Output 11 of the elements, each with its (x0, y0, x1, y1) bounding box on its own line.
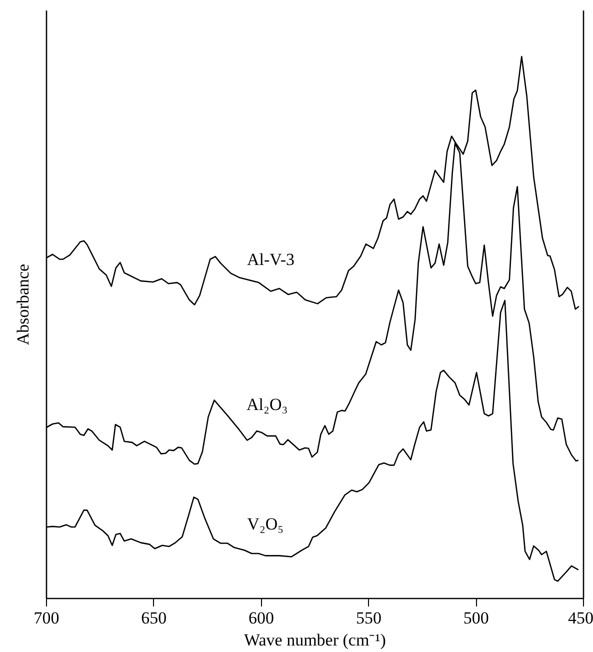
x-tick-label: 600 (248, 608, 274, 628)
y-axis-title: Absorbance (14, 264, 32, 346)
series-label: V₂O₅ (247, 514, 284, 534)
x-tick-label: 650 (141, 608, 167, 628)
x-tick-label: 700 (34, 608, 60, 628)
x-tick-label: 550 (356, 608, 382, 628)
series-label: Al₂O₃ (246, 394, 288, 414)
series-label: Al-V-3 (246, 250, 295, 270)
x-tick-label: 450 (568, 608, 593, 628)
x-tick-label: 500 (463, 608, 489, 628)
x-axis-title: Wave number (cm⁻¹) (244, 630, 386, 650)
